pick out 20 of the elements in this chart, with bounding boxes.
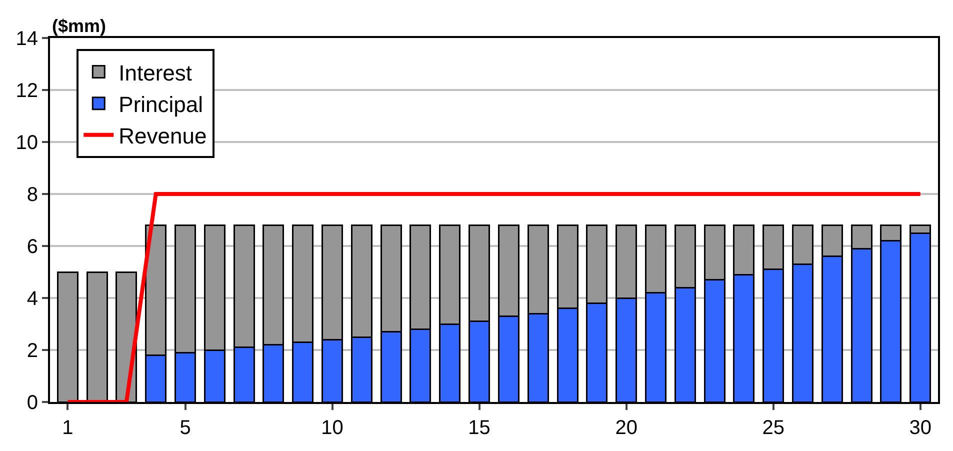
y-tick-label: 8	[26, 184, 38, 206]
y-tick-label: 2	[26, 340, 38, 362]
y-tick-label: 14	[16, 28, 38, 50]
x-tick-label: 30	[909, 417, 932, 439]
legend-label: Principal	[118, 92, 204, 117]
x-tick-label: 25	[762, 417, 784, 439]
x-tick-label: 10	[321, 417, 344, 439]
x-tick-label: 20	[615, 417, 638, 439]
legend-label: Interest	[118, 60, 192, 86]
y-tick-label: 10	[16, 132, 38, 154]
x-tick-label: 15	[468, 417, 490, 439]
y-tick-label: 4	[26, 288, 38, 310]
x-tick-label: 5	[180, 417, 191, 439]
y-tick-label: 6	[26, 236, 38, 258]
y-tick-label: 0	[26, 392, 38, 414]
x-tick-label: 1	[62, 417, 74, 439]
y-axis-title: ($mm)	[52, 16, 106, 36]
y-tick-label: 12	[16, 80, 38, 102]
legend-label: Revenue	[118, 124, 207, 148]
bar	[86, 271, 108, 402]
